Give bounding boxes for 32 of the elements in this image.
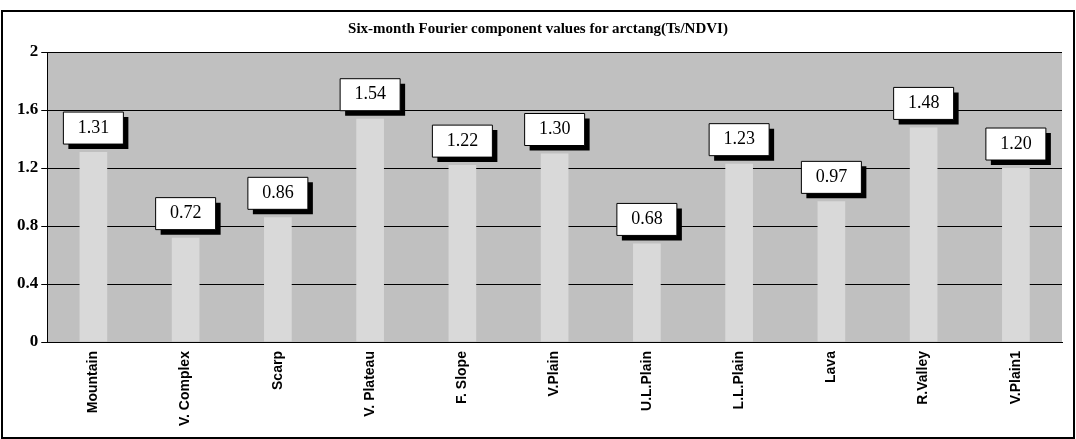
bar [1002, 168, 1030, 342]
data-label: 0.68 [631, 208, 663, 229]
bar [79, 152, 108, 342]
data-label: 1.23 [723, 128, 755, 149]
y-tick-label: 2 [29, 41, 39, 61]
x-tick-label: L.L.Plain [729, 351, 746, 410]
bar [448, 165, 477, 342]
data-label: 1.48 [907, 92, 940, 113]
y-tick-label: 1.6 [17, 99, 39, 119]
y-tick-label: 1.2 [17, 157, 39, 177]
data-label: 1.54 [354, 83, 386, 104]
x-tick-label: V. Complex [176, 350, 193, 427]
data-label: 1.22 [446, 129, 479, 150]
x-tick-label: R.Valley [914, 350, 931, 405]
data-label: 1.20 [1000, 132, 1032, 153]
data-label: 1.31 [77, 116, 110, 137]
y-tick-label: 0.4 [17, 273, 39, 293]
x-tick-label: U.L.Plain [637, 351, 654, 411]
y-tick-label: 0.8 [17, 215, 39, 235]
x-tick-label: V.Plain [545, 351, 562, 397]
x-tick-label: V.Plain1 [1006, 350, 1023, 405]
data-label: 0.72 [169, 202, 202, 223]
data-label: 0.86 [262, 182, 294, 203]
x-tick-label: V. Plateau [360, 351, 377, 417]
y-tick-label: 0 [29, 331, 39, 351]
data-label: 0.97 [815, 166, 848, 187]
data-label: 1.30 [538, 118, 571, 139]
x-tick-label: Lava [822, 350, 839, 383]
x-tick-label: Mountain [84, 351, 101, 414]
x-tick-label: F. Slope [453, 350, 470, 404]
x-tick-label: Scarp [268, 351, 285, 390]
chart-title: Six-month Fourier component values for arctang(Ts/NDVI) [348, 19, 728, 37]
